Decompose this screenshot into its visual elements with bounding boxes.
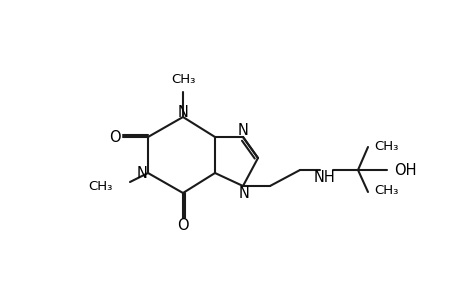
Text: CH₃: CH₃ <box>373 184 397 197</box>
Text: CH₃: CH₃ <box>170 73 195 85</box>
Text: N: N <box>238 185 249 200</box>
Text: NH: NH <box>313 169 335 184</box>
Text: OH: OH <box>393 163 415 178</box>
Text: N: N <box>136 166 147 181</box>
Text: O: O <box>177 218 188 233</box>
Text: N: N <box>237 122 248 137</box>
Text: N: N <box>177 104 188 119</box>
Text: CH₃: CH₃ <box>88 179 112 193</box>
Text: O: O <box>109 130 121 145</box>
Text: CH₃: CH₃ <box>373 140 397 152</box>
